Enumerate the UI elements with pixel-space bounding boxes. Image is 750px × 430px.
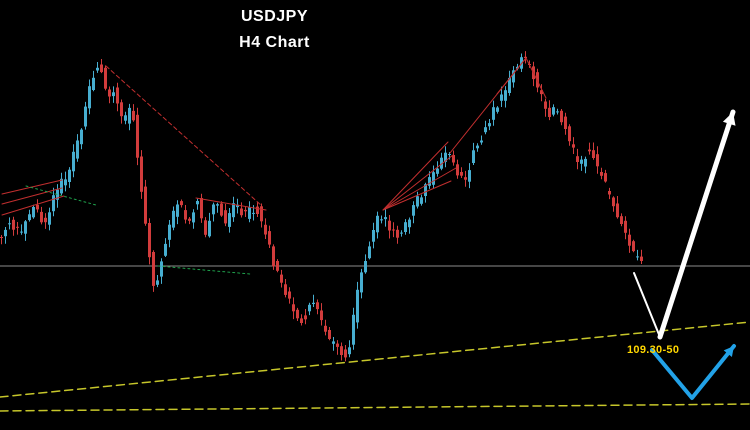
- chart-title: USDJPY: [240, 8, 309, 25]
- chart-subtitle: H4 Chart: [239, 34, 310, 51]
- support-zone-label: 109.30-50: [627, 344, 680, 356]
